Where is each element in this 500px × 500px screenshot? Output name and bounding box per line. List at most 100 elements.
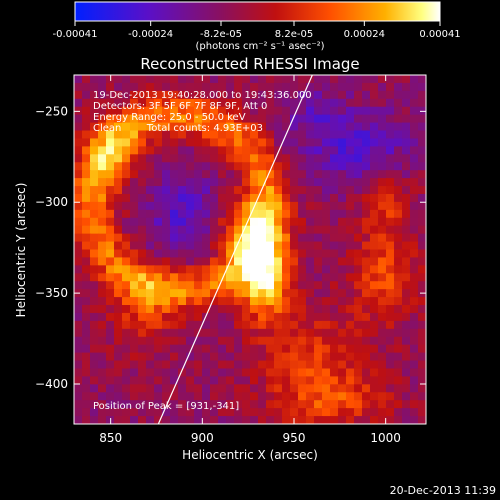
heatmap-cell <box>218 186 227 195</box>
heatmap-cell <box>154 241 163 251</box>
heatmap-cell <box>234 146 243 155</box>
heatmap-cell <box>394 75 403 84</box>
heatmap-cell <box>130 273 139 282</box>
heatmap-cell <box>394 82 403 92</box>
heatmap-cell <box>146 344 155 354</box>
heatmap-cell <box>362 186 371 195</box>
heatmap-cell <box>314 400 323 409</box>
heatmap-cell <box>362 193 371 203</box>
heatmap-cell <box>386 265 395 274</box>
heatmap-cell <box>274 178 283 187</box>
heatmap-cell <box>170 146 179 155</box>
heatmap-cell <box>178 241 187 251</box>
heatmap-cell <box>210 186 219 195</box>
heatmap-cell <box>226 98 235 108</box>
heatmap-cell <box>226 241 235 251</box>
heatmap-cell <box>370 320 379 330</box>
heatmap-cell <box>210 106 219 116</box>
heatmap-cell <box>322 201 331 211</box>
heatmap-cell <box>354 392 363 401</box>
heatmap-cell <box>122 384 131 393</box>
heatmap-cell <box>330 122 339 132</box>
heatmap-cell <box>386 344 395 354</box>
heatmap-cell <box>274 312 283 322</box>
heatmap-cell <box>170 408 179 417</box>
heatmap-cell <box>274 376 283 385</box>
heatmap-cell <box>98 130 107 140</box>
heatmap-cell <box>162 106 171 116</box>
heatmap-cell <box>394 360 403 370</box>
heatmap-cell <box>242 193 251 203</box>
heatmap-cell <box>346 193 355 203</box>
heatmap-cell <box>74 122 83 132</box>
heatmap-cell <box>74 281 83 290</box>
heatmap-cell <box>114 98 123 108</box>
heatmap-cell <box>378 178 387 187</box>
heatmap-cell <box>378 305 387 314</box>
heatmap-cell <box>210 408 219 417</box>
heatmap-cell <box>242 225 251 235</box>
heatmap-cell <box>394 209 403 219</box>
heatmap-cell <box>330 265 339 274</box>
heatmap-cell <box>130 249 139 259</box>
heatmap-cell <box>210 384 219 393</box>
heatmap-cell <box>266 376 275 385</box>
heatmap-cell <box>314 328 323 338</box>
heatmap-cell <box>378 281 387 290</box>
heatmap-cell <box>170 114 179 124</box>
heatmap-cell <box>386 368 395 378</box>
heatmap-cell <box>298 408 307 417</box>
heatmap-cell <box>306 106 315 116</box>
heatmap-cell <box>90 75 99 84</box>
heatmap-cell <box>346 384 355 393</box>
heatmap-cell <box>266 336 275 346</box>
heatmap-cell <box>106 297 115 306</box>
heatmap-cell <box>338 368 347 378</box>
heatmap-cell <box>290 138 299 147</box>
heatmap-cell <box>346 217 355 227</box>
heatmap-cell <box>74 146 83 155</box>
heatmap-cell <box>162 249 171 259</box>
heatmap-cell <box>370 193 379 203</box>
heatmap-cell <box>322 368 331 378</box>
heatmap-cell <box>234 82 243 92</box>
heatmap-cell <box>82 320 91 330</box>
heatmap-cell <box>322 273 331 282</box>
heatmap-cell <box>138 320 147 330</box>
heatmap-cell <box>98 320 107 330</box>
heatmap-cell <box>234 193 243 203</box>
heatmap-cell <box>242 186 251 195</box>
heatmap-cell <box>74 241 83 251</box>
heatmap-cell <box>362 344 371 354</box>
heatmap-cell <box>234 170 243 179</box>
heatmap-cell <box>170 265 179 274</box>
heatmap-cell <box>338 82 347 92</box>
heatmap-cell <box>354 360 363 370</box>
heatmap-cell <box>258 408 267 417</box>
heatmap-cell <box>266 257 275 266</box>
heatmap-cell <box>162 162 171 171</box>
heatmap-cell <box>338 217 347 227</box>
heatmap-cell <box>122 265 131 274</box>
heatmap-cell <box>154 130 163 140</box>
heatmap-cell <box>242 281 251 290</box>
heatmap-cell <box>170 273 179 282</box>
heatmap-cell <box>130 75 139 84</box>
heatmap-cell <box>314 233 323 243</box>
heatmap-cell <box>130 384 139 393</box>
heatmap-cell <box>130 162 139 171</box>
heatmap-cell <box>266 186 275 195</box>
heatmap-cell <box>306 90 315 100</box>
heatmap-cell <box>250 336 259 346</box>
heatmap-cell <box>194 368 203 378</box>
heatmap-cell <box>122 178 131 187</box>
heatmap-cell <box>386 138 395 147</box>
heatmap-cell <box>282 201 291 211</box>
heatmap-cell <box>250 265 259 274</box>
heatmap-cell <box>370 241 379 251</box>
heatmap-cell <box>418 146 426 155</box>
heatmap-cell <box>346 75 355 84</box>
heatmap-cell <box>410 138 419 147</box>
heatmap-cell <box>402 186 411 195</box>
heatmap-cell <box>418 98 426 108</box>
